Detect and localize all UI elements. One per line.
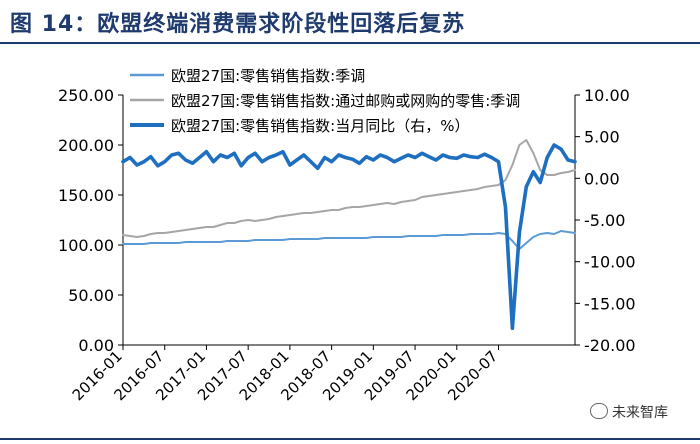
watermark: 未来智库 xyxy=(590,402,668,422)
legend-label-1: 欧盟27国:零售销售指数:季调 xyxy=(171,67,365,85)
y-left-tick-label: 50.00 xyxy=(68,286,114,305)
legend-label-3: 欧盟27国:零售销售指数:当月同比（右，%） xyxy=(171,117,469,135)
series-line-1 xyxy=(122,230,576,250)
y-left-tick-label: 250.00 xyxy=(58,86,114,105)
line-chart: 0.00 50.00 100.00 150.00 200.00 250.00 -20.00 -… xyxy=(58,67,636,404)
chart-title: 图 14：欧盟终端消费需求阶段性回落后复苏 xyxy=(10,12,466,37)
y-left-tick-label: 0.00 xyxy=(78,336,114,355)
y-left-tick-label: 100.00 xyxy=(58,236,114,255)
chart-lines xyxy=(121,139,577,331)
y-right-tick-label: -5.00 xyxy=(584,211,625,230)
y-right-tick-label: 5.00 xyxy=(584,128,620,147)
chart-legend: 欧盟27国:零售销售指数:季调欧盟27国:零售销售指数:通过邮购或网购的零售:季… xyxy=(130,67,520,135)
y-left-tick-label: 150.00 xyxy=(58,186,114,205)
title-bar: 图 14：欧盟终端消费需求阶段性回落后复苏 xyxy=(0,0,700,44)
y-left-tick-label: 200.00 xyxy=(58,136,114,155)
y-right-tick-label: -10.00 xyxy=(584,253,636,272)
title-divider xyxy=(0,42,700,44)
legend-label-2: 欧盟27国:零售销售指数:通过邮购或网购的零售:季调 xyxy=(171,92,520,110)
series-line-2 xyxy=(122,139,576,238)
wechat-icon xyxy=(590,403,608,419)
y-right-tick-label: 10.00 xyxy=(584,86,630,105)
bottom-divider xyxy=(0,438,700,440)
watermark-text: 未来智库 xyxy=(612,405,668,421)
y-right-tick-label: -15.00 xyxy=(584,294,636,313)
y-right-tick-label: -20.00 xyxy=(584,336,636,355)
y-right-tick-label: 0.00 xyxy=(584,169,620,188)
series-line-3 xyxy=(121,143,577,331)
